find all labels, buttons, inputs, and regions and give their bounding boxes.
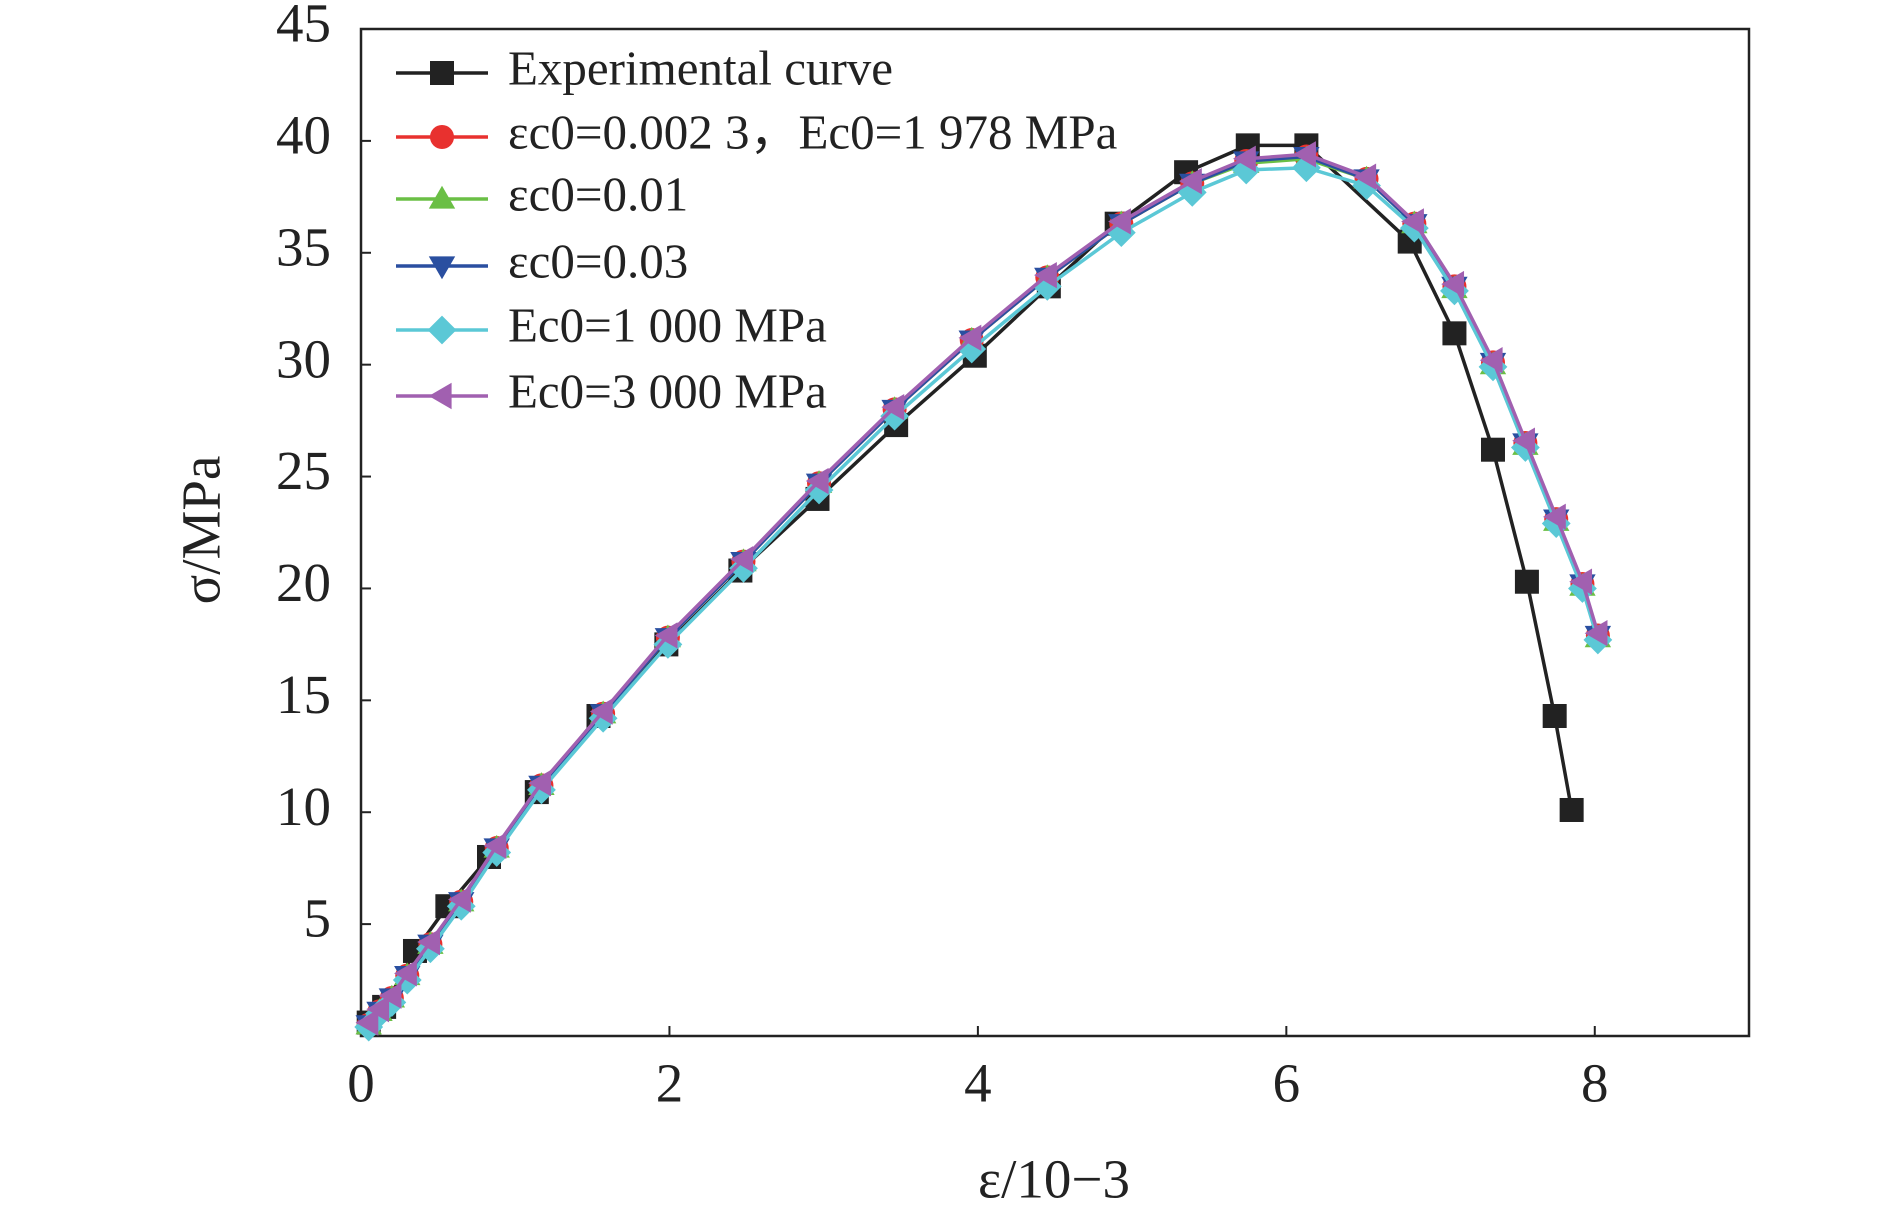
- legend-marker: [430, 125, 454, 149]
- y-tick-label: 40: [276, 105, 331, 166]
- legend-marker: [428, 382, 452, 410]
- marker: [654, 622, 678, 649]
- plot-frame: [359, 27, 1751, 1038]
- marker: [589, 698, 613, 725]
- marker: [378, 982, 402, 1009]
- marker: [528, 769, 552, 797]
- marker: [1542, 703, 1567, 728]
- y-tick-label: 30: [276, 328, 331, 389]
- x-tick-label: 4: [964, 1053, 992, 1114]
- marker: [880, 401, 910, 431]
- marker: [1569, 568, 1593, 595]
- marker: [355, 1009, 379, 1036]
- y-tick-label: 45: [276, 0, 331, 54]
- marker: [1034, 261, 1057, 289]
- marker: [1106, 218, 1136, 248]
- y-tick-label: 10: [276, 776, 331, 837]
- legend-label: εc0=0.01: [508, 166, 688, 221]
- y-tick-label: 5: [304, 888, 332, 949]
- legend-marker: [428, 185, 456, 209]
- marker: [1480, 437, 1505, 462]
- x-tick-label: 8: [1581, 1053, 1609, 1114]
- marker: [366, 995, 390, 1023]
- x-tick-label: 2: [656, 1053, 684, 1114]
- marker: [1401, 208, 1424, 235]
- marker: [958, 324, 982, 352]
- legend-label: Ec0=3 000 MPa: [508, 363, 827, 418]
- x-tick-label: 0: [347, 1053, 375, 1114]
- series-line: [367, 157, 1600, 1026]
- marker: [1584, 620, 1608, 647]
- marker: [730, 546, 754, 573]
- marker: [1514, 569, 1539, 594]
- marker: [417, 928, 440, 956]
- marker: [1479, 346, 1503, 374]
- marker: [1559, 797, 1584, 822]
- legend-marker: [428, 256, 456, 280]
- marker: [1353, 163, 1377, 190]
- legend-label: Ec0=1 000 MPa: [508, 297, 827, 352]
- marker: [1291, 153, 1321, 183]
- x-axis-label: ε/10−3: [978, 1149, 1130, 1210]
- marker: [805, 467, 829, 495]
- marker: [1543, 503, 1566, 531]
- marker: [1512, 427, 1535, 454]
- y-tick-label: 35: [276, 216, 331, 277]
- y-axis-label: σ/MPa: [171, 456, 232, 605]
- y-tick-label: 15: [276, 664, 331, 725]
- marker: [1179, 167, 1202, 195]
- marker: [1233, 145, 1256, 172]
- legend-label: εc0=0.002 3，Ec0=1 978 MPa: [508, 104, 1118, 159]
- marker: [394, 960, 417, 987]
- y-tick-label: 25: [276, 440, 331, 501]
- y-tick-label: 20: [276, 552, 331, 613]
- marker: [483, 832, 507, 859]
- legend-marker: [430, 61, 454, 85]
- marker: [1293, 141, 1316, 168]
- legend-marker: [427, 315, 457, 345]
- marker: [1441, 270, 1465, 298]
- x-tick-label: 6: [1273, 1053, 1301, 1114]
- marker: [448, 886, 471, 913]
- legend-label: εc0=0.03: [508, 233, 688, 288]
- legend-label: Experimental curve: [508, 40, 893, 95]
- marker: [1442, 321, 1467, 346]
- marker: [1108, 208, 1131, 235]
- marker: [881, 393, 905, 421]
